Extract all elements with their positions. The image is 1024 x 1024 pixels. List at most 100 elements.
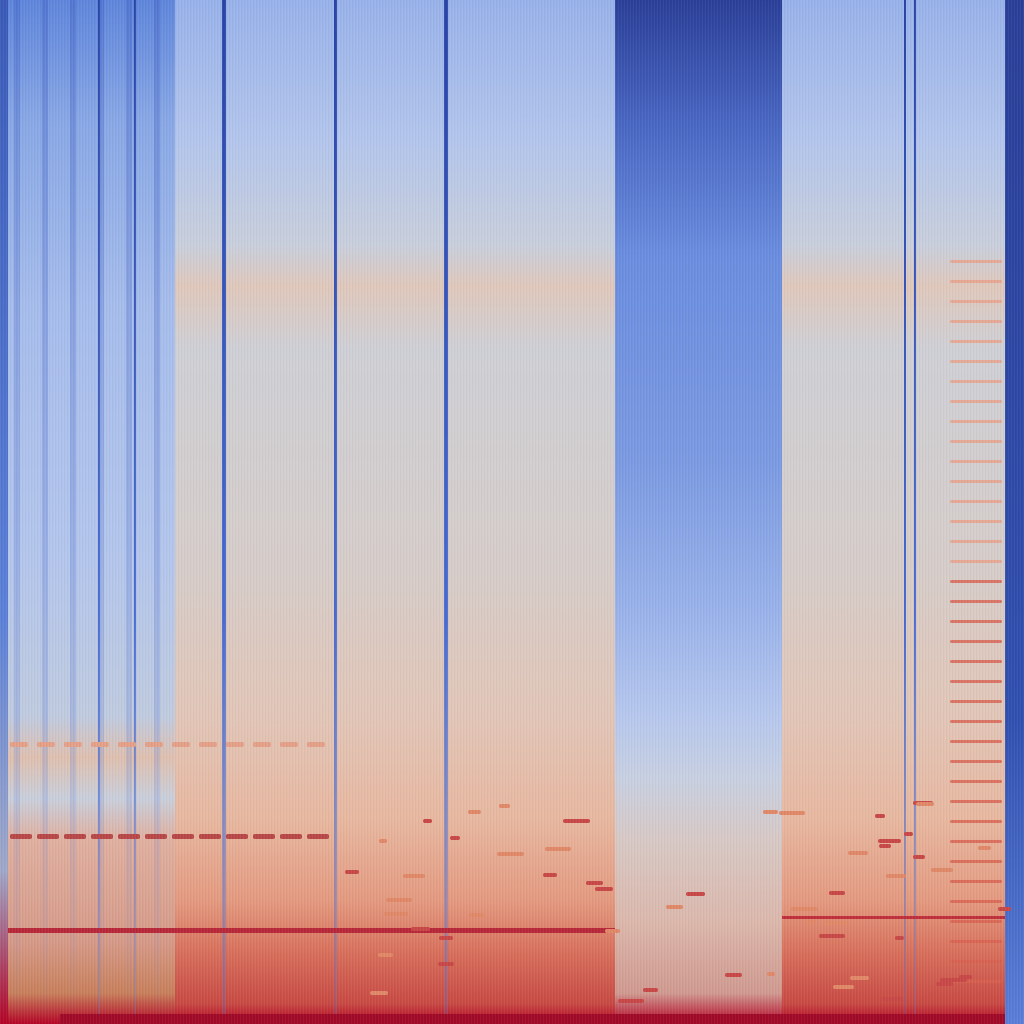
harmonic-dash bbox=[145, 834, 167, 839]
dark-vertical-line bbox=[98, 0, 100, 1024]
harmonic-dash bbox=[950, 660, 1002, 663]
harmonic-dash bbox=[64, 742, 82, 747]
note-dash bbox=[823, 921, 848, 925]
harmonic-dash bbox=[950, 900, 1002, 903]
note-dash bbox=[895, 936, 904, 940]
note-dash bbox=[829, 891, 845, 895]
dark-vertical-line bbox=[914, 0, 916, 1024]
spectral-band bbox=[782, 0, 1005, 1024]
harmonic-dash bbox=[950, 520, 1002, 523]
harmonic-dash bbox=[280, 742, 298, 747]
harmonic-dash bbox=[950, 820, 1002, 823]
note-dash bbox=[468, 810, 481, 814]
harmonic-dash bbox=[950, 800, 1002, 803]
harmonic-dash bbox=[145, 742, 163, 747]
harmonic-dash bbox=[37, 834, 59, 839]
harmonic-dash bbox=[950, 720, 1002, 723]
harmonic-dash bbox=[950, 620, 1002, 623]
note-dash bbox=[936, 982, 953, 986]
note-dash bbox=[469, 913, 484, 917]
note-dash bbox=[370, 991, 388, 995]
harmonic-dash bbox=[118, 834, 140, 839]
harmonic-dash bbox=[172, 834, 194, 839]
harmonic-dash bbox=[950, 480, 1002, 483]
harmonic-dash bbox=[172, 742, 190, 747]
note-dash bbox=[725, 973, 742, 977]
note-dash bbox=[850, 976, 869, 980]
spectral-band bbox=[615, 0, 782, 1024]
harmonic-dash bbox=[199, 834, 221, 839]
harmonic-dash bbox=[950, 600, 1002, 603]
harmonic-dash bbox=[10, 742, 28, 747]
harmonic-dash bbox=[199, 742, 217, 747]
harmonic-dash bbox=[950, 440, 1002, 443]
spectral-band bbox=[228, 0, 335, 1024]
harmonic-dash bbox=[950, 760, 1002, 763]
harmonic-dash bbox=[37, 742, 55, 747]
dark-vertical-line bbox=[222, 0, 226, 1024]
harmonic-dash bbox=[10, 834, 32, 839]
harmonic-dash bbox=[950, 320, 1002, 323]
note-dash bbox=[833, 985, 854, 989]
harmonic-dash bbox=[91, 742, 109, 747]
harmonic-dash bbox=[950, 920, 1002, 923]
harmonic-dash bbox=[226, 834, 248, 839]
note-dash bbox=[411, 927, 430, 931]
note-dash bbox=[931, 868, 953, 872]
harmonic-line bbox=[8, 928, 615, 933]
dark-vertical-line bbox=[444, 0, 448, 1024]
dark-vertical-line bbox=[904, 0, 906, 1024]
harmonic-dash bbox=[280, 834, 302, 839]
spectral-band bbox=[175, 0, 228, 1024]
note-dash bbox=[450, 836, 460, 840]
note-dash bbox=[779, 811, 805, 815]
harmonic-line bbox=[60, 1014, 1005, 1024]
harmonic-dash bbox=[307, 742, 325, 747]
note-dash bbox=[403, 874, 425, 878]
harmonic-dash bbox=[226, 742, 244, 747]
harmonic-dash bbox=[91, 834, 113, 839]
note-dash bbox=[438, 962, 454, 966]
note-dash bbox=[666, 905, 683, 909]
pulse-column bbox=[14, 0, 20, 1024]
harmonic-dash bbox=[950, 740, 1002, 743]
harmonic-dash bbox=[950, 540, 1002, 543]
harmonic-dash bbox=[64, 834, 86, 839]
harmonic-dash bbox=[950, 960, 1002, 963]
note-dash bbox=[886, 874, 906, 878]
spectral-band bbox=[0, 0, 8, 1024]
spectral-band bbox=[1005, 0, 1024, 1024]
note-dash bbox=[767, 972, 775, 976]
harmonic-dash bbox=[950, 260, 1002, 263]
harmonic-dash bbox=[950, 500, 1002, 503]
harmonic-dash bbox=[950, 340, 1002, 343]
note-dash bbox=[439, 936, 453, 940]
note-dash bbox=[913, 855, 925, 859]
pulse-column bbox=[42, 0, 48, 1024]
note-dash bbox=[791, 907, 818, 911]
note-dash bbox=[879, 844, 891, 848]
note-dash bbox=[345, 870, 359, 874]
note-dash bbox=[999, 907, 1011, 911]
note-dash bbox=[916, 802, 934, 806]
note-dash bbox=[378, 953, 393, 957]
harmonic-dash bbox=[950, 580, 1002, 583]
note-dash bbox=[543, 873, 557, 877]
harmonic-dash bbox=[950, 680, 1002, 683]
note-dash bbox=[497, 852, 524, 856]
note-dash bbox=[978, 846, 991, 850]
harmonic-dash bbox=[950, 300, 1002, 303]
harmonic-dash bbox=[950, 560, 1002, 563]
note-dash bbox=[499, 804, 510, 808]
note-dash bbox=[882, 997, 902, 1001]
pulse-column bbox=[70, 0, 76, 1024]
dark-vertical-line bbox=[334, 0, 337, 1024]
note-dash bbox=[959, 975, 972, 979]
harmonic-dash bbox=[253, 834, 275, 839]
harmonic-dash bbox=[253, 742, 271, 747]
harmonic-dash bbox=[118, 742, 136, 747]
note-dash bbox=[386, 898, 412, 902]
note-dash bbox=[605, 929, 620, 933]
spectral-band bbox=[445, 0, 615, 1024]
note-dash bbox=[763, 810, 778, 814]
